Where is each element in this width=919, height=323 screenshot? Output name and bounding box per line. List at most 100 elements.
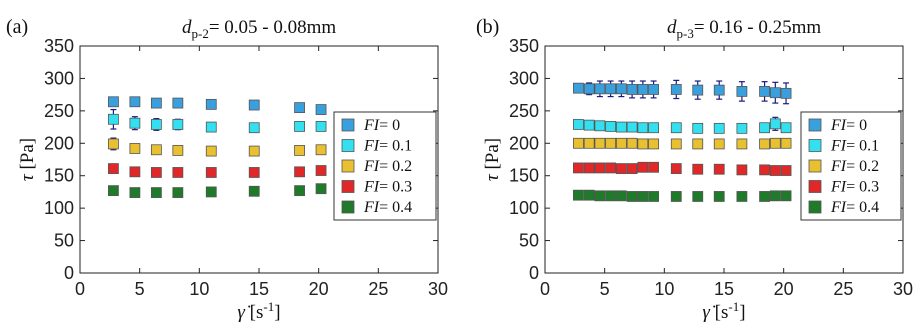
data-point — [573, 162, 584, 174]
data-point — [637, 122, 649, 134]
data-point — [129, 117, 141, 129]
series-2 — [108, 137, 327, 157]
data-point — [594, 162, 606, 174]
y-tick-label: 300 — [44, 68, 74, 88]
data-point — [315, 144, 327, 156]
legend-swatch — [808, 200, 822, 214]
data-point — [769, 137, 781, 149]
legend-entry: FI= 0.4 — [363, 199, 412, 216]
data-point — [736, 86, 748, 97]
data-point — [759, 164, 770, 176]
data-point — [648, 161, 659, 173]
data-point — [172, 187, 184, 198]
data-point — [713, 138, 725, 150]
data-point — [583, 83, 595, 95]
data-point — [692, 122, 704, 134]
data-point — [736, 138, 748, 150]
series-3 — [108, 163, 327, 178]
y-tick-label: 200 — [44, 133, 74, 153]
data-point — [248, 122, 260, 134]
data-point — [670, 84, 682, 95]
x-tick-label: 30 — [428, 279, 448, 299]
data-point — [129, 166, 141, 178]
data-point — [205, 167, 217, 178]
legend-swatch — [808, 118, 822, 132]
x-tick-label: 25 — [833, 279, 853, 299]
data-point — [670, 163, 682, 174]
data-point — [626, 121, 638, 133]
legend-swatch — [341, 159, 355, 173]
x-tick-label: 15 — [714, 279, 734, 299]
legend-swatch — [808, 180, 822, 193]
data-point — [594, 83, 606, 95]
y-tick-label: 50 — [519, 231, 539, 251]
series-1 — [108, 108, 327, 134]
data-point — [615, 163, 627, 174]
data-point — [615, 83, 627, 95]
data-point — [637, 138, 649, 150]
legend-entry: FI= 0 — [830, 117, 867, 134]
data-point — [583, 162, 595, 174]
series-0 — [573, 79, 792, 105]
y-axis-label: τ [Pa] — [482, 138, 503, 181]
data-point — [315, 183, 327, 195]
x-tick-label: 10 — [654, 279, 674, 299]
data-point — [780, 122, 792, 134]
y-tick-label: 50 — [54, 231, 74, 251]
data-point — [769, 165, 781, 176]
x-tick-label: 5 — [600, 279, 610, 299]
legend-swatch — [808, 159, 822, 173]
y-tick-label: 300 — [509, 68, 539, 88]
data-point — [648, 122, 659, 134]
y-tick-label: 250 — [44, 101, 74, 121]
data-point — [573, 189, 584, 201]
y-tick-label: 350 — [509, 36, 539, 56]
data-point — [670, 138, 682, 150]
data-point — [315, 165, 327, 176]
data-point — [583, 137, 595, 149]
data-point — [248, 145, 260, 157]
y-tick-label: 150 — [509, 166, 539, 186]
data-point — [248, 167, 260, 178]
data-point — [648, 84, 659, 95]
legend-entry: FI= 0.1 — [363, 138, 412, 155]
data-point — [315, 104, 327, 115]
data-point — [780, 165, 792, 176]
data-point — [769, 87, 781, 99]
data-point — [294, 121, 305, 132]
data-point — [615, 137, 627, 149]
x-tick-label: 20 — [774, 279, 794, 299]
panel-label: (b) — [476, 16, 499, 38]
data-point — [129, 143, 141, 154]
chart-title: dp-2= 0.05 - 0.08mm — [182, 17, 336, 41]
legend: FI= 0 FI= 0.1 FI= 0.2 FI= 0.3 FI= 0.4 — [800, 111, 902, 221]
data-point — [248, 99, 260, 111]
data-point — [150, 187, 162, 198]
data-point — [315, 121, 327, 132]
data-point — [172, 167, 184, 178]
data-point — [605, 162, 617, 174]
data-point — [780, 137, 792, 149]
data-point — [736, 164, 748, 176]
data-point — [294, 166, 305, 178]
legend-entry: FI= 0.2 — [830, 158, 879, 175]
data-point — [648, 191, 659, 202]
series-3 — [573, 161, 792, 176]
data-point — [150, 167, 162, 178]
data-point — [150, 119, 162, 130]
data-point — [594, 120, 606, 132]
x-tick-label: 20 — [309, 279, 329, 299]
data-point — [108, 96, 119, 108]
data-point — [615, 190, 627, 202]
data-point — [573, 137, 584, 149]
series-1 — [573, 116, 792, 134]
data-point — [150, 144, 162, 156]
data-point — [172, 145, 184, 156]
data-point — [594, 190, 606, 202]
chart-title: dp-3= 0.16 - 0.25mm — [667, 17, 821, 41]
data-point — [150, 97, 162, 109]
